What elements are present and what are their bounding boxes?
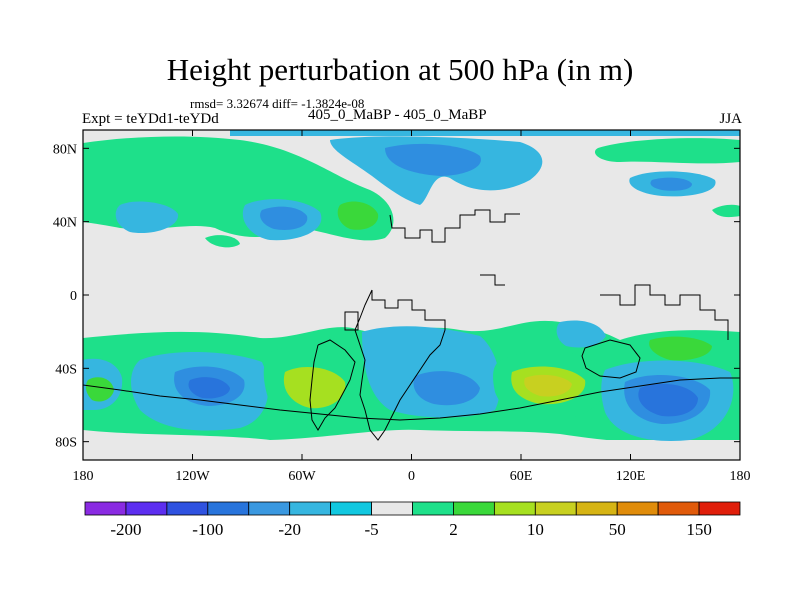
contour-green-nh-east2 (712, 204, 740, 218)
contour-gray-sh-bottom (83, 429, 740, 460)
coastline-antarctica (83, 377, 740, 421)
contour-fills (83, 130, 740, 460)
plot-subtitle: rmsd= 3.32674 diff= -1.3824e-08 (190, 96, 365, 111)
lat-tick-label: 0 (70, 289, 77, 304)
map-panel: 80N 40N 0 40S 80S 180 120W 60W 0 60E 120E 180 (53, 129, 751, 484)
lat-tick-label: 80S (55, 436, 77, 451)
lon-tick-label: 180 (73, 469, 94, 484)
colorbar-swatch (453, 501, 495, 516)
lon-tick-label: 120E (616, 469, 646, 484)
coastline-australia (581, 339, 641, 379)
colorbar-label: -20 (278, 520, 301, 539)
lat-tick-label: 40S (55, 362, 77, 377)
coastline-southamerica (309, 339, 356, 431)
lat-tick-label: 80N (53, 142, 77, 157)
contour-cyan-nh-pole (230, 130, 740, 136)
colorbar-label: -5 (364, 520, 378, 539)
colorbar-swatch (125, 501, 168, 516)
colorbar: -200 -100 -20 -5 2 10 50 150 (84, 501, 741, 539)
colorbar-label: -100 (192, 520, 223, 539)
contour-yellow-sh-4 (524, 374, 572, 397)
coastlines (83, 209, 740, 441)
colorbar-swatch (698, 501, 741, 516)
coastline-island (344, 311, 359, 331)
contour-darkblue-sh-1 (188, 377, 230, 399)
colorbar-swatch (534, 501, 577, 516)
coastline-europe (389, 209, 520, 243)
contour-cyan-nh-west (115, 201, 179, 234)
colorbar-swatch (657, 501, 700, 516)
colorbar-label: 150 (686, 520, 712, 539)
contour-cyan-sh-8 (556, 320, 606, 348)
colorbar-swatch (493, 501, 536, 516)
colorbar-label: -200 (110, 520, 141, 539)
colorbar-swatch (166, 501, 209, 516)
contour-green-nh-40n (205, 235, 240, 248)
contour-blue-nh-east (650, 177, 692, 191)
colorbar-label: 2 (449, 520, 458, 539)
season-label: JJA (719, 111, 742, 127)
contour-green-sh-9 (649, 336, 712, 361)
colorbar-label: 10 (527, 520, 544, 539)
lon-tick-label: 0 (408, 469, 415, 484)
lat-tick-label: 40N (53, 216, 77, 231)
contour-green-sh-7 (85, 377, 114, 402)
longitude-axis: 180 120W 60W 0 60E 120E 180 (73, 130, 751, 484)
plot-title: Height perturbation at 500 hPa (in m) (166, 52, 634, 87)
coastline-africa (354, 289, 446, 441)
colorbar-swatch (84, 501, 127, 516)
contour-lime-nh (337, 201, 379, 230)
contour-blue-sh-3 (413, 371, 480, 406)
contour-darkblue-sh-5 (638, 383, 698, 417)
colorbar-swatch (248, 501, 291, 516)
colorbar-swatch (371, 501, 413, 516)
colorbar-swatch (289, 501, 332, 516)
center-label: 405_0_MaBP - 405_0_MaBP (308, 107, 487, 123)
lon-tick-label: 60E (510, 469, 533, 484)
contour-blue-nh-north (385, 143, 481, 176)
colorbar-label: 50 (609, 520, 626, 539)
coastline-asia (480, 274, 729, 340)
colorbar-swatch (330, 501, 372, 516)
experiment-label: Expt = teYDd1-teYDd (82, 111, 219, 127)
colorbar-swatch (412, 501, 454, 516)
lon-tick-label: 60W (288, 469, 316, 484)
contour-blue-nh-mid (260, 206, 308, 230)
lon-tick-label: 120W (175, 469, 210, 484)
lon-tick-label: 180 (730, 469, 751, 484)
colorbar-swatch (616, 501, 659, 516)
contour-lime-sh-2 (283, 367, 346, 409)
latitude-axis: 80N 40N 0 40S 80S (53, 142, 740, 451)
contour-green-nh-east (594, 138, 740, 164)
colorbar-swatch (575, 501, 618, 516)
colorbar-swatch (207, 501, 250, 516)
